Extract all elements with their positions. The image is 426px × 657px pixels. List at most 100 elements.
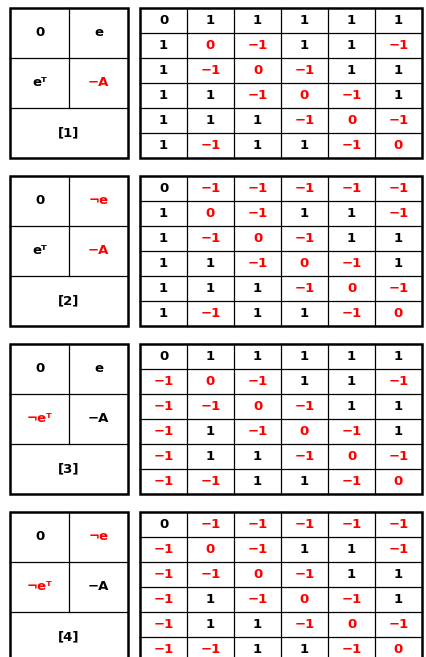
Text: −1: −1 [294,114,315,127]
Text: −1: −1 [248,182,268,195]
Text: 1: 1 [394,257,403,270]
Text: −1: −1 [294,282,315,295]
Text: −1: −1 [248,89,268,102]
Text: −1: −1 [294,182,315,195]
Text: 0: 0 [159,14,168,27]
Text: 1: 1 [206,282,215,295]
Text: 0: 0 [347,282,356,295]
Text: 1: 1 [347,350,356,363]
Text: 1: 1 [394,593,403,606]
Text: −1: −1 [248,39,268,52]
Text: 1: 1 [394,350,403,363]
Text: 1: 1 [253,139,262,152]
Text: −1: −1 [294,568,315,581]
Text: 0: 0 [253,400,262,413]
Text: 1: 1 [394,400,403,413]
Text: 0: 0 [347,450,356,463]
Text: 1: 1 [253,114,262,127]
Text: −1: −1 [153,425,174,438]
Text: −1: −1 [200,307,221,320]
Text: −1: −1 [153,400,174,413]
Text: 0: 0 [159,182,168,195]
Text: −1: −1 [389,114,409,127]
Text: 0: 0 [159,350,168,363]
Text: 1: 1 [347,568,356,581]
Text: 1: 1 [159,89,168,102]
Text: 1: 1 [300,307,309,320]
Text: 1: 1 [300,207,309,220]
Text: −1: −1 [153,593,174,606]
Text: 1: 1 [253,643,262,656]
Bar [140,8,422,158]
Text: 0: 0 [206,39,215,52]
Text: 1: 1 [300,139,309,152]
Text: 0: 0 [347,618,356,631]
Text: −A: −A [88,581,109,593]
Text: −1: −1 [294,64,315,77]
Text: 0: 0 [394,643,403,656]
Text: e: e [94,363,103,376]
Text: −1: −1 [389,543,409,556]
Text: 1: 1 [253,307,262,320]
Text: 1: 1 [206,89,215,102]
Text: 0: 0 [35,194,44,208]
Text: −1: −1 [294,450,315,463]
Text: ¬e: ¬e [89,530,109,543]
Text: 1: 1 [159,257,168,270]
Bar [10,512,128,657]
Text: 1: 1 [300,350,309,363]
Text: 1: 1 [159,232,168,245]
Text: −1: −1 [341,518,362,531]
Text: −1: −1 [389,375,409,388]
Text: −1: −1 [248,207,268,220]
Text: [1]: [1] [58,127,80,139]
Text: 1: 1 [300,375,309,388]
Text: 1: 1 [253,14,262,27]
Bar [10,344,128,494]
Text: 1: 1 [206,114,215,127]
Text: −1: −1 [294,232,315,245]
Text: −1: −1 [200,475,221,488]
Text: 1: 1 [159,64,168,77]
Text: 1: 1 [347,232,356,245]
Text: 1: 1 [394,64,403,77]
Text: −A: −A [88,413,109,426]
Text: 0: 0 [35,363,44,376]
Text: 1: 1 [394,89,403,102]
Text: 1: 1 [253,618,262,631]
Text: −1: −1 [248,257,268,270]
Bar [140,512,422,657]
Text: 0: 0 [394,139,403,152]
Text: −1: −1 [200,64,221,77]
Text: e: e [94,26,103,39]
Text: 1: 1 [394,232,403,245]
Text: [2]: [2] [58,294,80,307]
Text: −1: −1 [200,568,221,581]
Text: 0: 0 [300,593,309,606]
Text: ¬e: ¬e [89,194,109,208]
Text: 0: 0 [300,257,309,270]
Text: −1: −1 [200,518,221,531]
Text: [4]: [4] [58,631,80,643]
Text: −1: −1 [200,139,221,152]
Text: 1: 1 [300,543,309,556]
Text: 1: 1 [159,282,168,295]
Text: 1: 1 [253,450,262,463]
Text: 1: 1 [394,14,403,27]
Text: 1: 1 [159,207,168,220]
Text: −1: −1 [389,182,409,195]
Text: 1: 1 [300,475,309,488]
Text: 1: 1 [347,375,356,388]
Bar [10,8,128,158]
Text: −1: −1 [153,543,174,556]
Text: −1: −1 [200,643,221,656]
Text: 1: 1 [206,350,215,363]
Text: 0: 0 [206,207,215,220]
Text: eᵀ: eᵀ [32,76,47,89]
Text: 0: 0 [159,518,168,531]
Text: 1: 1 [159,139,168,152]
Text: 1: 1 [347,400,356,413]
Text: 1: 1 [253,475,262,488]
Text: 1: 1 [159,114,168,127]
Text: −1: −1 [389,39,409,52]
